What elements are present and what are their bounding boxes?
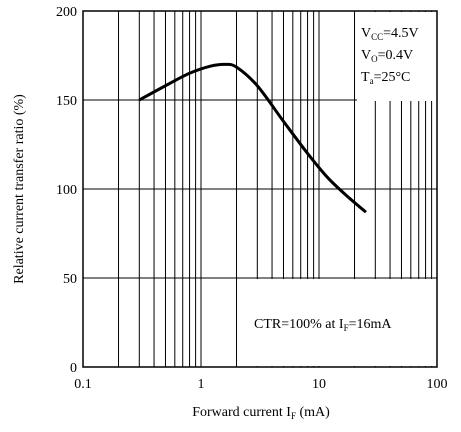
series-layer xyxy=(138,62,367,214)
y-tick-label: 50 xyxy=(63,272,77,287)
y-tick-label: 200 xyxy=(56,5,77,20)
y-tick-label: 100 xyxy=(56,183,77,198)
ctr-note: CTR=100% at IF=16mA xyxy=(254,317,392,333)
tick-labels: 0.1 1 10 100 0 50 100 150 200 xyxy=(56,5,448,392)
condition-ta: Ta=25°C xyxy=(361,70,410,86)
x-tick-label: 10 xyxy=(312,377,326,392)
x-axis-label: Forward current IF (mA) xyxy=(192,405,330,421)
plot-border xyxy=(82,10,438,368)
y-axis-label: Relative current transfer ratio (%) xyxy=(12,94,27,284)
ctr-curve xyxy=(138,62,367,214)
condition-vo: VO=0.4V xyxy=(361,48,413,64)
y-tick-label: 150 xyxy=(56,94,77,109)
x-tick-label: 100 xyxy=(427,377,448,392)
x-tick-label: 0.1 xyxy=(74,377,92,392)
y-tick-label: 0 xyxy=(70,361,77,376)
conditions-box xyxy=(357,12,437,101)
note-box xyxy=(238,279,436,366)
x-tick-label: 1 xyxy=(198,377,205,392)
condition-vcc: VCC=4.5V xyxy=(361,26,419,42)
plot-frame xyxy=(82,10,438,368)
